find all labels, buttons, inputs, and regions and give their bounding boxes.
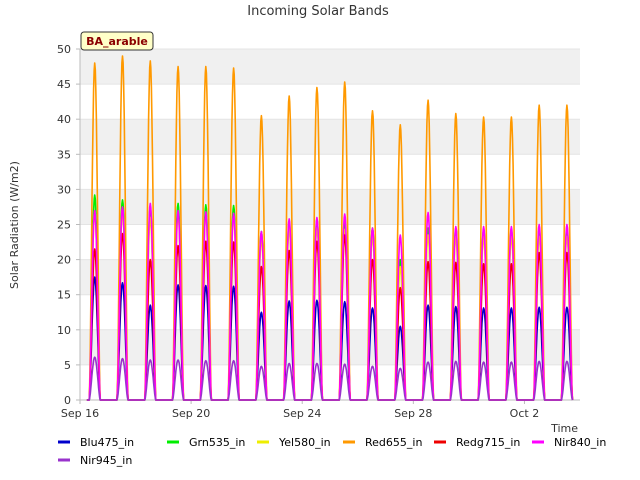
grid-band [80, 189, 580, 225]
legend-label: Grn535_in [189, 436, 245, 449]
y-tick-label: 0 [64, 394, 71, 407]
x-tick-label: Oct 2 [510, 407, 540, 420]
chart-title: Incoming Solar Bands [247, 4, 389, 19]
legend-item-yel580-in: Yel580_in [257, 436, 331, 449]
legend-label: Blu475_in [80, 436, 134, 449]
legend-label: Nir945_in [80, 454, 132, 467]
legend-item-red655-in: Red655_in [343, 436, 422, 449]
legend-label: Yel580_in [278, 436, 331, 449]
x-axis: Sep 16 Sep 20 Sep 24 Sep 28 Oct 2 [61, 399, 580, 420]
legend-label: Nir840_in [554, 436, 606, 449]
site-tag: BA_arable [80, 31, 154, 51]
y-tick-label: 35 [57, 148, 71, 161]
site-tag-box [80, 31, 154, 51]
y-tick-label: 20 [57, 254, 71, 267]
grid-bands [80, 48, 580, 401]
y-tick-label: 45 [57, 78, 71, 91]
legend-label: Red655_in [365, 436, 422, 449]
grid-band [80, 49, 580, 85]
y-tick-label: 50 [57, 43, 71, 56]
legend-item-blu475-in: Blu475_in [58, 436, 134, 449]
grid-band [80, 329, 580, 365]
legend-item-nir945-in: Nir945_in [58, 454, 132, 467]
y-tick-label: 10 [57, 324, 71, 337]
grid-band [80, 259, 580, 295]
y-axis-title: Solar Radiation (W/m2) [8, 161, 21, 289]
y-tick-label: 15 [57, 289, 71, 302]
legend: Blu475_in Grn535_in Yel580_in Red655_in Redg… [58, 436, 606, 467]
x-axis-title: Time [550, 422, 578, 435]
series-lines [86, 55, 574, 401]
y-tick-label: 30 [57, 183, 71, 196]
series-line-nir945-in [86, 356, 574, 401]
x-tick-label: Sep 16 [61, 407, 99, 420]
legend-label: Redg715_in [456, 436, 520, 449]
x-tick-label: Sep 20 [172, 407, 210, 420]
legend-item-redg715-in: Redg715_in [434, 436, 520, 449]
x-tick-label: Sep 28 [394, 407, 432, 420]
site-tag-label: BA_arable [86, 35, 148, 48]
legend-item-grn535-in: Grn535_in [167, 436, 245, 449]
y-tick-label: 25 [57, 219, 71, 232]
y-axis: 0 5 10 15 20 25 30 35 40 45 50 [57, 43, 81, 407]
grid-band [80, 119, 580, 155]
legend-item-nir840-in: Nir840_in [532, 436, 606, 449]
y-tick-label: 40 [57, 113, 71, 126]
x-tick-label: Sep 24 [283, 407, 321, 420]
y-tick-label: 5 [64, 359, 71, 372]
